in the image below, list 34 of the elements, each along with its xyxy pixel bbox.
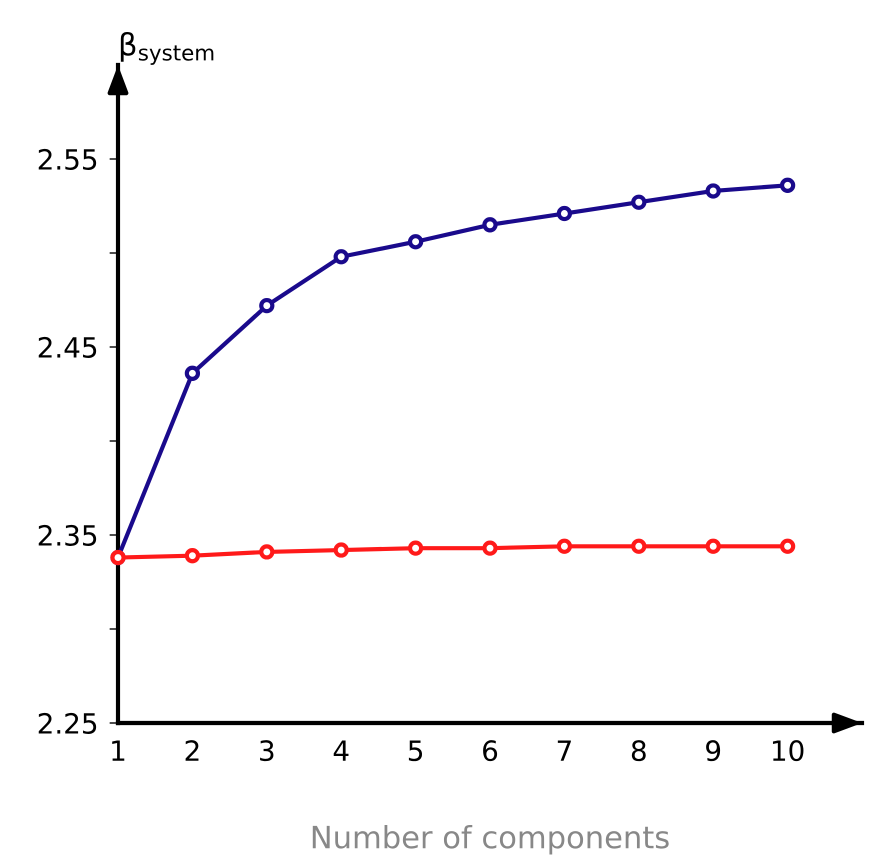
x-tick-label: 2 [186, 740, 198, 761]
point [334, 542, 349, 558]
y-tick-label: 2.55 [38, 148, 96, 170]
point [259, 544, 274, 560]
x-axis-title: Number of components [312, 824, 669, 855]
y-axis-title: β$_{system}$ [120, 32, 214, 65]
x-tick-label: 4 [334, 740, 348, 761]
point [631, 538, 646, 554]
point [556, 206, 572, 222]
point [780, 178, 796, 193]
point [780, 538, 796, 554]
y-tick-label: 2.35 [38, 524, 96, 546]
point [706, 183, 721, 199]
x-tick-label: 5 [408, 740, 422, 762]
point [408, 540, 424, 556]
point [482, 540, 498, 556]
point [556, 538, 572, 554]
point [631, 194, 646, 210]
point [259, 298, 274, 314]
y-tick-label: 2.25 [38, 712, 96, 734]
point [706, 538, 721, 554]
point [184, 548, 200, 564]
x-tick-label: 3 [260, 740, 274, 762]
y-tick-label: 2.45 [38, 336, 96, 358]
x-tick-label: 8 [632, 740, 646, 762]
point [184, 366, 200, 381]
point [334, 249, 349, 264]
x-tick-label: 7 [558, 740, 571, 761]
x-tick-label: 9 [706, 740, 720, 762]
x-tick-label: 1 [112, 740, 124, 761]
point [482, 217, 498, 232]
x-tick-label: 6 [483, 740, 498, 762]
point [408, 234, 424, 250]
x-tick-label: 10 [772, 740, 804, 762]
